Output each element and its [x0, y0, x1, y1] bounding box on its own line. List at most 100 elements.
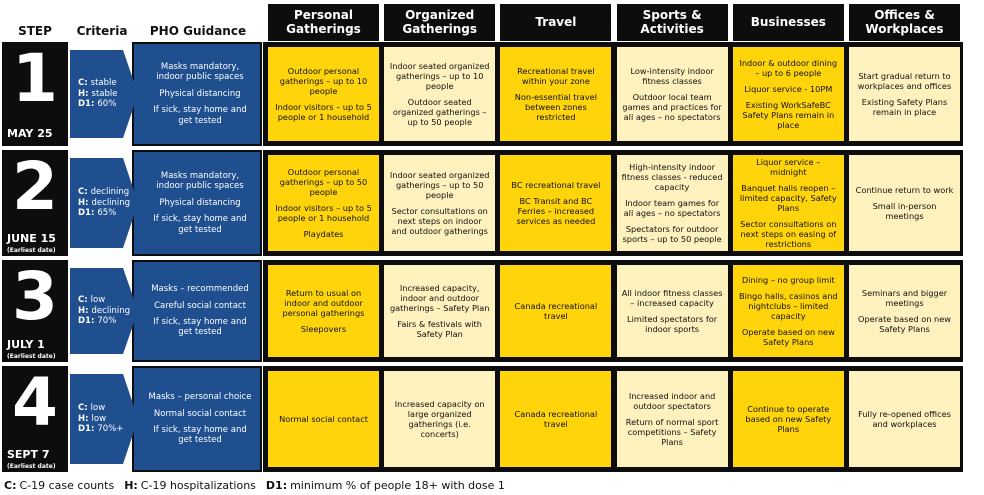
measure-item: Bingo halls, casinos and nightclubs – li…	[738, 291, 838, 321]
measure-item: Outdoor seated organized gatherings – up…	[392, 97, 487, 127]
measure-item: Sleepovers	[300, 324, 347, 334]
measure-cell: Canada recreational travel	[500, 265, 612, 357]
measure-cell: BC recreational travel BC Transit and BC …	[500, 155, 612, 251]
criterion: D1: 70%	[78, 316, 138, 327]
measure-item: Indoor seated organized gatherings – up …	[389, 170, 490, 200]
measure-cell: Seminars and bigger meetings Operate base…	[849, 265, 960, 357]
column-header: Travel	[500, 4, 612, 41]
measure-item: Recreational travel within your zone	[517, 66, 595, 86]
criterion: C: declining	[78, 187, 138, 198]
criterion: D1: 60%	[78, 99, 138, 110]
measure-item: Liquor service – midnight	[756, 157, 821, 177]
criterion-value: 65%	[97, 208, 117, 219]
step-date: MAY 25	[7, 127, 53, 140]
criterion-value: stable	[90, 78, 117, 89]
step-number: 4	[12, 364, 58, 441]
criterion-value: declining	[91, 305, 131, 316]
legend-text: C-19 case counts	[19, 479, 115, 492]
row-frame	[263, 366, 963, 472]
column-header: Sports & Activities	[616, 4, 728, 41]
criterion-value: low	[91, 413, 107, 424]
criterion-key: C:	[78, 78, 88, 89]
pho-item: Masks – recommended	[151, 284, 249, 295]
pho-item: Masks – personal choice	[148, 392, 252, 403]
measure-cell: Increased capacity, indoor and outdoor g…	[384, 265, 496, 357]
criteria-arrow: C: low H: declining D1: 70%	[70, 268, 138, 354]
step-block: 3 JULY 1 (Earliest date)	[2, 260, 68, 362]
criteria-arrow: C: low H: low D1: 70%+	[70, 374, 138, 464]
measure-cell: Return to usual on indoor and outdoor pe…	[268, 265, 379, 357]
step-number: 2	[12, 148, 58, 225]
criteria-arrow: C: declining H: declining D1: 65%	[70, 158, 138, 248]
criterion: H: declining	[78, 306, 138, 317]
criterion-value: low	[90, 403, 106, 414]
pho-box: Masks mandatory, indoor public spaces Phy…	[132, 150, 262, 256]
measure-cell: Increased indoor and outdoor spectators R…	[616, 371, 728, 467]
criterion-value: 70%	[97, 316, 117, 327]
criterion: C: stable	[78, 78, 138, 89]
criterion-key: C:	[78, 295, 88, 306]
criterion: C: low	[78, 403, 138, 414]
measure-item: Canada recreational travel	[514, 409, 598, 429]
step-block: 1 MAY 25	[2, 42, 68, 146]
measure-item: Operate based on new Safety Plans	[858, 314, 951, 334]
measure-item: BC Transit and BC Ferries – increased se…	[516, 196, 596, 226]
measure-cell: Outdoor personal gatherings – up to 50 p…	[268, 155, 379, 251]
measure-item: Indoor seated organized gatherings – up …	[389, 61, 490, 91]
measure-item: Increased capacity on large organized ga…	[394, 399, 485, 439]
row-frame	[263, 42, 963, 146]
measure-item: Existing Safety Plans remain in place	[861, 97, 948, 117]
pho-box: Masks mandatory, indoor public spaces Phy…	[132, 42, 262, 146]
pho-box: Masks – recommended Careful social contac…	[132, 260, 262, 362]
measure-cell: High-intensity indoor fitness classes - …	[616, 155, 728, 251]
measure-item: Indoor team games for all ages – no spec…	[623, 198, 721, 218]
legend-key: H:	[124, 479, 138, 492]
step-date: JULY 1	[7, 338, 45, 351]
measure-item: Spectators for outdoor sports – up to 50…	[622, 224, 722, 244]
measure-cell: Low-intensity indoor fitness classes Outd…	[616, 47, 728, 141]
criterion-key: H:	[78, 88, 89, 99]
measure-item: Continue to operate based on new Safety …	[745, 404, 832, 434]
measure-item: Indoor visitors – up to 5 people or 1 ho…	[275, 102, 372, 122]
measure-item: Limited spectators for indoor sports	[627, 314, 718, 334]
pho-header: PHO Guidance	[149, 24, 247, 38]
measure-item: Non-essential travel between zones restr…	[514, 92, 597, 122]
step-date: SEPT 7	[7, 448, 50, 461]
measure-item: Fairs & festivals with Safety Plan	[397, 319, 482, 339]
measure-cell: Indoor seated organized gatherings – up …	[384, 155, 496, 251]
legend: C: C-19 case counts H: C-19 hospitalization…	[4, 479, 515, 492]
step-number: 3	[12, 258, 58, 335]
legend-item: C: C-19 case counts	[4, 479, 114, 492]
measure-cell: Liquor service – midnight Banquet halls r…	[732, 155, 844, 251]
measure-item: Sector consultations on next steps on ea…	[740, 219, 837, 249]
step-block: 2 JUNE 15 (Earliest date)	[2, 150, 68, 256]
criterion-key: D1:	[78, 99, 95, 110]
measure-item: Indoor & outdoor dining – up to 6 people	[739, 58, 838, 78]
legend-key: D1:	[265, 479, 288, 492]
pho-box: Masks – personal choice Normal social con…	[132, 366, 262, 472]
criterion-key: H:	[78, 413, 89, 424]
column-header: Offices & Workplaces	[849, 4, 960, 41]
measure-item: Liquor service - 10PM	[744, 84, 833, 94]
pho-item: Physical distancing	[159, 88, 241, 99]
measure-cell: Indoor seated organized gatherings – up …	[384, 47, 496, 141]
step-header: STEP	[18, 24, 52, 38]
criterion-value: 70%+	[97, 424, 124, 435]
criterion-key: H:	[78, 197, 89, 208]
measure-item: Banquet halls reopen – limited capacity,…	[739, 183, 837, 213]
criterion-key: D1:	[78, 424, 95, 435]
measure-cell: Recreational travel within your zone Non-…	[500, 47, 612, 141]
measure-cell: Canada recreational travel	[500, 371, 612, 467]
measure-cell: Increased capacity on large organized ga…	[384, 371, 496, 467]
measure-item: Continue return to work	[855, 185, 954, 195]
legend-key: C:	[4, 479, 17, 492]
legend-text: C-19 hospitalizations	[140, 479, 256, 492]
criterion-key: D1:	[78, 316, 95, 327]
criterion-value: 60%	[97, 99, 117, 110]
criterion-value: stable	[91, 88, 118, 99]
criterion: H: low	[78, 414, 138, 425]
criterion: D1: 70%+	[78, 424, 138, 435]
pho-item: Masks mandatory, indoor public spaces	[156, 62, 244, 83]
pho-item: Careful social contact	[154, 300, 246, 311]
measure-item: Return of normal sport competitions – Sa…	[625, 417, 719, 447]
